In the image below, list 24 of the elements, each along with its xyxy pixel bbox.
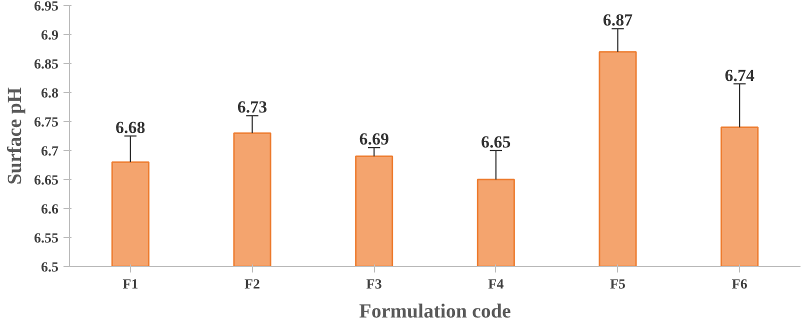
data-label: 6.73 [237, 98, 268, 117]
y-tick-label: 6.7 [41, 144, 58, 160]
y-tick-label: 6.95 [34, 0, 58, 14]
y-tick-label: 6.8 [41, 86, 58, 102]
data-label: 6.87 [602, 10, 634, 30]
y-axis-title: Surface pH [4, 86, 26, 185]
y-tick-label: 6.65 [34, 174, 58, 188]
data-label: 6.65 [481, 132, 511, 152]
x-tick-label: F5 [610, 278, 626, 292]
x-tick-label: F6 [732, 278, 748, 292]
x-axis-title: Formulation code [359, 300, 511, 322]
data-label: 6.69 [359, 130, 389, 149]
data-label: 6.68 [116, 118, 146, 137]
x-tick-label: F4 [488, 278, 504, 292]
y-tick-label: 6.5 [41, 260, 58, 276]
y-tick-label: 6.9 [41, 28, 58, 44]
y-tick-label: 6.6 [41, 202, 58, 218]
y-tick-label: 6.55 [34, 232, 58, 246]
data-label: 6.74 [724, 66, 755, 85]
y-tick-label: 6.75 [34, 116, 58, 130]
x-tick-label: F2 [244, 278, 260, 292]
x-tick-label: F3 [366, 278, 382, 292]
x-tick-label: F1 [122, 278, 138, 292]
y-tick-label: 6.85 [34, 58, 58, 72]
